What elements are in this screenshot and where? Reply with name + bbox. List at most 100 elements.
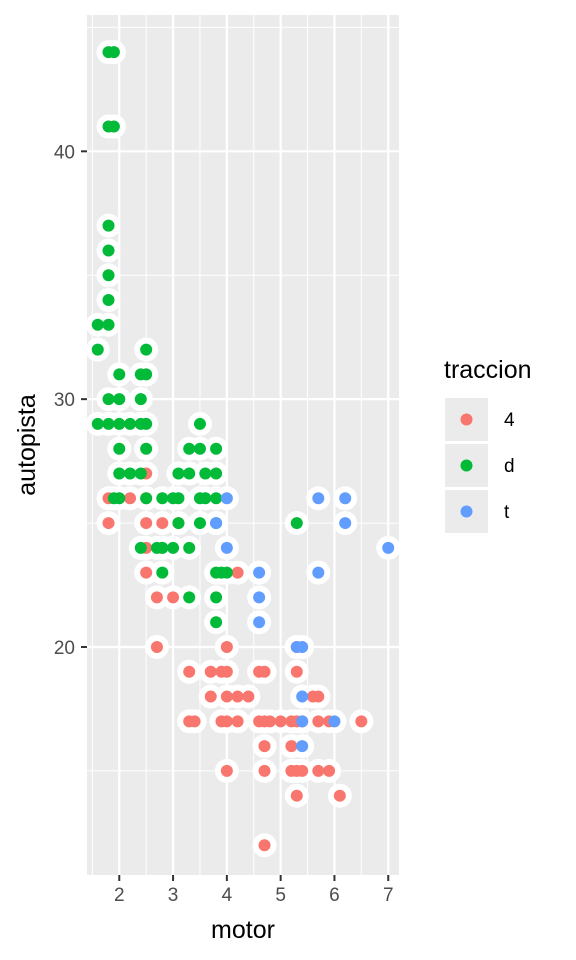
data-point-t xyxy=(339,492,352,505)
data-point-4 xyxy=(231,715,244,728)
x-tick-label: 4 xyxy=(222,885,233,906)
axes: 2 3 4 5 6 7 20 30 40 xyxy=(54,142,394,906)
data-point-4 xyxy=(140,566,153,579)
data-point-4 xyxy=(102,517,115,530)
data-point-d xyxy=(102,244,115,257)
data-point-d xyxy=(107,120,120,133)
data-point-t xyxy=(253,616,266,629)
y-tick-label: 40 xyxy=(54,142,75,163)
legend-key-point-t xyxy=(460,505,473,518)
data-point-4 xyxy=(312,715,325,728)
data-point-d xyxy=(102,294,115,307)
data-point-d xyxy=(91,343,104,356)
data-point-d xyxy=(193,417,206,430)
data-point-d xyxy=(91,417,104,430)
y-tick-label: 20 xyxy=(54,638,75,659)
data-point-d xyxy=(220,566,233,579)
data-point-4 xyxy=(167,591,180,604)
legend-title: traccion xyxy=(444,356,532,384)
legend-label: t xyxy=(504,502,510,523)
data-point-4 xyxy=(333,789,346,802)
data-point-4 xyxy=(150,591,163,604)
data-point-d xyxy=(193,517,206,530)
data-point-t xyxy=(253,591,266,604)
data-point-d xyxy=(124,417,137,430)
data-point-d xyxy=(134,467,147,480)
data-point-t xyxy=(220,492,233,505)
x-tick-label: 2 xyxy=(114,885,125,906)
data-point-d xyxy=(183,467,196,480)
data-point-d xyxy=(210,616,223,629)
data-point-4 xyxy=(323,764,336,777)
data-point-d xyxy=(107,46,120,59)
plot-panel xyxy=(87,15,399,875)
data-point-d xyxy=(210,442,223,455)
data-point-d xyxy=(183,591,196,604)
data-point-4 xyxy=(220,715,233,728)
data-point-t xyxy=(382,541,395,554)
data-point-4 xyxy=(312,764,325,777)
data-point-4 xyxy=(242,690,255,703)
data-point-4 xyxy=(285,740,298,753)
data-point-d xyxy=(113,368,126,381)
legend: traccion 4 d t xyxy=(444,356,532,533)
data-point-d xyxy=(113,442,126,455)
data-point-4 xyxy=(204,690,217,703)
data-point-d xyxy=(102,393,115,406)
data-point-4 xyxy=(220,665,233,678)
legend-key-point-d xyxy=(460,459,473,472)
data-point-4 xyxy=(220,690,233,703)
data-point-t xyxy=(210,517,223,530)
data-point-d xyxy=(140,442,153,455)
legend-key-point-4 xyxy=(460,413,473,426)
data-point-4 xyxy=(124,492,137,505)
data-point-d xyxy=(290,517,303,530)
data-point-t xyxy=(339,517,352,530)
x-tick-label: 7 xyxy=(383,885,394,906)
data-point-t xyxy=(296,690,309,703)
data-point-d xyxy=(210,591,223,604)
data-point-4 xyxy=(290,789,303,802)
data-point-d xyxy=(156,541,169,554)
data-point-4 xyxy=(274,715,287,728)
data-point-4 xyxy=(263,715,276,728)
data-point-4 xyxy=(220,640,233,653)
data-point-4 xyxy=(258,665,271,678)
legend-keys: 4 d t xyxy=(445,398,515,533)
data-point-d xyxy=(140,417,153,430)
data-point-d xyxy=(193,442,206,455)
x-axis-title: motor xyxy=(211,916,275,944)
y-tick-label: 30 xyxy=(54,390,75,411)
x-tick-label: 6 xyxy=(329,885,340,906)
data-point-t xyxy=(328,715,341,728)
y-axis-title: autopista xyxy=(13,394,41,496)
data-point-4 xyxy=(312,690,325,703)
data-point-t xyxy=(253,566,266,579)
data-point-d xyxy=(113,393,126,406)
data-point-d xyxy=(140,368,153,381)
data-point-4 xyxy=(231,690,244,703)
data-point-d xyxy=(113,417,126,430)
data-point-4 xyxy=(183,665,196,678)
data-point-d xyxy=(156,492,169,505)
data-point-d xyxy=(199,467,212,480)
data-point-4 xyxy=(296,764,309,777)
data-point-d xyxy=(113,467,126,480)
data-point-d xyxy=(102,417,115,430)
data-point-t xyxy=(296,740,309,753)
data-point-d xyxy=(113,492,126,505)
x-tick-label: 3 xyxy=(168,885,179,906)
data-point-d xyxy=(102,219,115,232)
data-point-4 xyxy=(140,517,153,530)
data-point-d xyxy=(124,467,137,480)
data-point-d xyxy=(134,393,147,406)
data-point-t xyxy=(220,541,233,554)
data-point-d xyxy=(210,492,223,505)
data-point-d xyxy=(140,492,153,505)
data-point-4 xyxy=(188,715,201,728)
data-points xyxy=(91,46,395,852)
data-point-d xyxy=(102,318,115,331)
data-point-4 xyxy=(204,665,217,678)
data-point-4 xyxy=(258,740,271,753)
